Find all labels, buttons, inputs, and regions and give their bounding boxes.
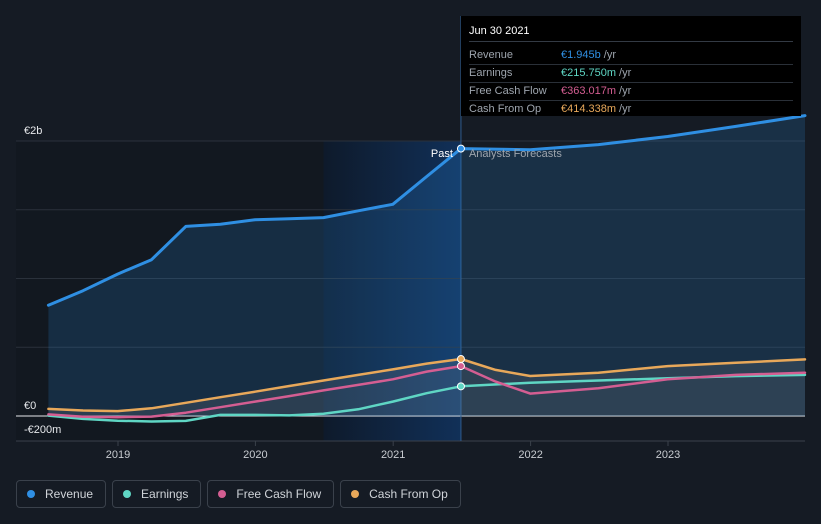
tooltip-label: Revenue: [469, 49, 514, 61]
x-tick-label: 2021: [381, 449, 405, 461]
legend-label: Free Cash Flow: [236, 487, 322, 501]
forecast-label: Analysts Forecasts: [469, 148, 562, 160]
past-background: [16, 141, 324, 441]
earnings-line: [47, 373, 807, 423]
x-tick-label: 2022: [518, 449, 542, 461]
tooltip-date: Jun 30 2021: [469, 25, 793, 42]
legend-item-cash-from-op[interactable]: Cash From Op: [340, 480, 461, 508]
tooltip-label: Cash From Op: [469, 103, 542, 115]
tooltip-row: Free Cash Flow €363.017m/yr: [469, 83, 793, 101]
x-tick-label: 2020: [243, 449, 267, 461]
legend-item-free-cash-flow[interactable]: Free Cash Flow: [207, 480, 335, 508]
tooltip-value: €215.750m: [561, 67, 617, 79]
chart-legend: Revenue Earnings Free Cash Flow Cash From O…: [16, 480, 461, 508]
free-cash-flow-marker: [456, 362, 465, 371]
revenue-marker: [456, 144, 465, 153]
cash-from-op-area: [48, 359, 805, 416]
legend-dot-icon: [351, 490, 360, 498]
legend-dot-icon: [218, 490, 227, 498]
tooltip-unit: /yr: [603, 49, 616, 61]
tooltip-unit: /yr: [619, 103, 632, 115]
tooltip-label: Earnings: [469, 67, 513, 79]
tooltip-unit: /yr: [619, 67, 632, 79]
tooltip-value: €363.017m: [561, 85, 617, 97]
cash-from-op-marker: [456, 355, 465, 364]
revenue-area: [48, 115, 805, 416]
tooltip-panel: Jun 30 2021 Revenue €1.945b/yr Earnings €21…: [461, 16, 801, 116]
x-tick-label: 2023: [656, 449, 680, 461]
legend-label: Cash From Op: [369, 487, 448, 501]
y-tick-label: -€200m: [24, 424, 61, 436]
free-cash-flow-line: [47, 364, 807, 419]
past-label: Past: [431, 148, 453, 160]
revenue-line: [46, 114, 807, 307]
legend-item-revenue[interactable]: Revenue: [16, 480, 107, 508]
tooltip-unit: /yr: [619, 85, 632, 97]
x-tick-label: 2019: [106, 449, 130, 461]
tooltip-value: €414.338m: [561, 103, 617, 115]
earnings-marker: [456, 382, 465, 391]
tooltip-row: Earnings €215.750m/yr: [469, 65, 793, 83]
tooltip-row: Cash From Op €414.338m/yr: [469, 101, 793, 118]
legend-dot-icon: [27, 490, 35, 498]
legend-dot-icon: [123, 490, 132, 498]
y-tick-label: €0: [24, 400, 36, 412]
tooltip-value: €1.945b: [561, 49, 601, 61]
cash-from-op-line: [47, 357, 807, 413]
legend-label: Revenue: [45, 487, 94, 501]
legend-item-earnings[interactable]: Earnings: [112, 480, 202, 508]
tooltip-label: Free Cash Flow: [469, 85, 547, 97]
tooltip-row: Revenue €1.945b/yr: [469, 47, 793, 65]
y-tick-label: €2b: [24, 125, 42, 137]
legend-label: Earnings: [141, 487, 189, 501]
